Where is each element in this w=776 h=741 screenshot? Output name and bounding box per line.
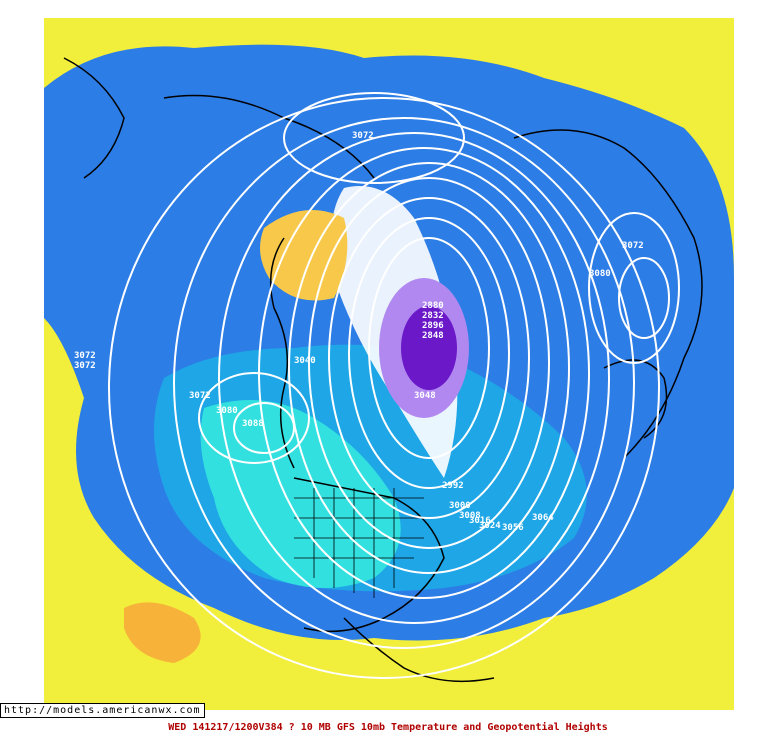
warm-pocket [260, 210, 348, 301]
contour-label: 3000 [449, 501, 471, 511]
contour-label: 3088 [242, 419, 264, 429]
contour-label: 3016 [469, 516, 491, 526]
contour-label: 2880 [422, 301, 444, 311]
coastlines [63, 57, 703, 683]
map-panel: 3072 3072 3072 3072 3072 3080 3080 3088 … [44, 18, 734, 710]
contour-label: 3072 [622, 241, 644, 251]
contour-label: 2896 [422, 321, 444, 331]
contour-label: 2992 [442, 481, 464, 491]
contour-label: 2848 [422, 331, 444, 341]
contour-label: 3072 [189, 391, 211, 401]
contour-label: 3024 [479, 521, 501, 531]
cyan-region [200, 400, 401, 588]
contour-label: 3080 [589, 269, 611, 279]
contour-label: 3008 [459, 511, 481, 521]
contour-label: 3072 [352, 131, 374, 141]
orange-patch [124, 602, 201, 663]
height-contours [108, 92, 680, 679]
contour-label: 3080 [216, 406, 238, 416]
contour-label: 3048 [414, 391, 436, 401]
map-caption: WED 141217/1200V384 ? 10 MB GFS 10mb Tem… [168, 722, 608, 733]
contour-label: 3072 [74, 351, 96, 361]
contour-label: 3056 [502, 523, 524, 533]
contour-label: 3040 [294, 356, 316, 366]
contour-label: 2832 [422, 311, 444, 321]
contour-label: 3064 [532, 513, 554, 523]
map-svg: 3072 3072 3072 3072 3072 3080 3080 3088 … [44, 18, 734, 710]
vortex-core [401, 306, 457, 390]
contour-label: 3072 [74, 361, 96, 371]
source-url[interactable]: http://models.americanwx.com [0, 703, 205, 718]
